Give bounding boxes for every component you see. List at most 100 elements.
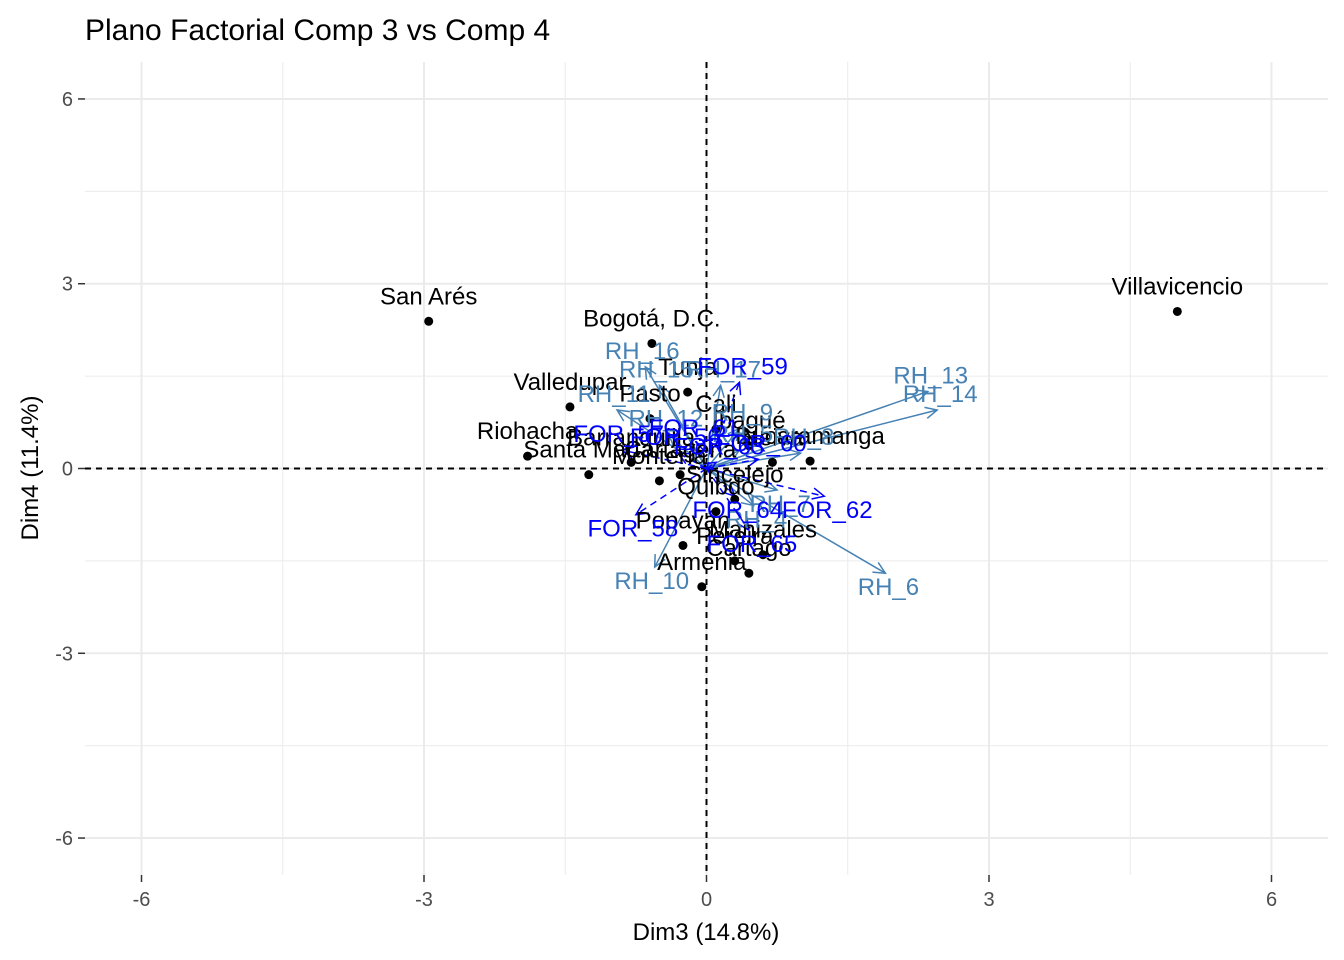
individual-point	[744, 441, 754, 451]
individual-point	[654, 476, 664, 486]
active-variable-arrowhead	[872, 561, 887, 575]
supplementary-variable-label: FOR_65	[707, 531, 798, 558]
y-tick-label: 0	[62, 459, 73, 481]
individual-label: Manizales	[709, 517, 817, 544]
active-variable-arrow	[706, 390, 929, 470]
supplementary-variable-arrowhead	[737, 517, 750, 532]
individual-point	[424, 316, 434, 326]
active-variable-arrowhead	[787, 448, 803, 462]
individual-point	[647, 338, 657, 348]
active-variable-label: RH_6	[858, 574, 919, 601]
supplementary-variable-label: FOR_62	[782, 497, 873, 524]
active-variable-arrowhead	[727, 427, 741, 442]
supplementary-variable-arrowhead	[676, 452, 692, 465]
individual-label: Cali	[695, 391, 736, 418]
supplementary-variable-arrow	[705, 468, 750, 531]
y-tick-label: -3	[55, 643, 73, 665]
individual-point	[675, 470, 685, 480]
individual-point	[645, 414, 655, 424]
individual-point	[683, 387, 693, 397]
active-variable-label: RH_10	[614, 568, 689, 595]
active-variable-arrowhead	[712, 383, 725, 399]
chart-labels: San Arés Villavicencio Bogotá, D.C. Tunja Va…	[380, 273, 1243, 601]
active-variable-label: RH_8	[773, 424, 834, 451]
active-variable-arrowhead	[667, 433, 682, 447]
individual-label: Neiva	[742, 424, 804, 451]
active-variable-arrowhead	[914, 389, 930, 402]
individual-label: Pasto	[619, 381, 680, 408]
variable-arrows	[615, 365, 939, 575]
individual-point	[730, 494, 740, 504]
supplementary-variable-label: FOR_58	[588, 516, 679, 543]
individual-label: Santa Marta	[523, 437, 654, 464]
y-axis-title: Dim4 (11.4%)	[17, 396, 44, 541]
individual-label: Bucaramanga	[735, 423, 885, 450]
chart-title: Plano Factorial Comp 3 vs Comp 4	[85, 14, 550, 47]
individual-point	[711, 424, 721, 434]
x-tick-label: 6	[1266, 889, 1277, 911]
active-variable-arrow	[668, 434, 708, 470]
active-variable-arrowhead	[658, 383, 671, 399]
active-variable-arrow	[705, 427, 741, 469]
supplementary-variable-arrow	[705, 382, 741, 469]
supplementary-variable-label: FOR_59	[697, 353, 788, 380]
x-tick-label: -3	[415, 889, 433, 911]
individual-point	[767, 457, 777, 467]
individual-label: Pereira	[696, 523, 774, 550]
y-tick-label: 3	[62, 274, 73, 296]
x-axis-title: Dim3 (14.8%)	[633, 919, 780, 946]
active-variable-label: RH_17	[686, 356, 761, 383]
active-variable-arrow	[706, 467, 886, 574]
individual-points	[424, 306, 1182, 592]
individual-point	[758, 550, 768, 560]
individual-label: Ibagué	[712, 408, 785, 435]
individual-point	[626, 457, 636, 467]
supplementary-variable-label: FOR_63	[674, 433, 765, 460]
individual-label: Popayán	[636, 507, 731, 534]
active-variable-arrowhead	[726, 449, 741, 462]
individual-label: Quibdó	[677, 474, 754, 501]
individual-label: Armenia	[657, 549, 747, 576]
x-tick-label: -6	[133, 889, 151, 911]
individual-point	[730, 556, 740, 566]
individual-label: San Arés	[380, 283, 477, 310]
y-tick-label: 6	[62, 89, 73, 111]
individual-point	[697, 582, 707, 592]
active-variable-arrow	[706, 467, 778, 491]
axis-ticks: -6 -3 0 3 6 -6 -3 0 3 6	[55, 89, 1277, 911]
supplementary-variable-arrow	[621, 449, 707, 470]
supplementary-variable-arrowhead	[729, 380, 742, 396]
individual-point	[1172, 306, 1182, 316]
individual-label: Cartagena	[624, 437, 737, 464]
individual-label: Montería	[612, 443, 707, 470]
individual-label: Sincelejo	[686, 461, 783, 488]
supplementary-variable-arrow	[677, 452, 707, 470]
active-variable-arrow	[706, 467, 755, 507]
active-variable-arrow	[654, 468, 708, 568]
individual-label: Villavicencio	[1112, 273, 1244, 300]
active-variable-label: RH_16	[605, 338, 680, 365]
supplementary-variable-arrowhead	[634, 503, 649, 516]
active-variable-label: RH_7	[749, 491, 810, 518]
active-variable-arrowhead	[924, 406, 939, 419]
supplementary-variable-label: FOR_61	[649, 415, 740, 442]
individual-point	[744, 568, 754, 578]
individual-point	[805, 456, 815, 466]
x-tick-label: 0	[701, 889, 712, 911]
active-variable-arrow	[658, 384, 708, 469]
active-variable-arrow	[616, 409, 707, 470]
supplementary-variable-arrowhead	[620, 446, 635, 459]
individual-point	[584, 470, 594, 480]
y-tick-label: -6	[55, 828, 73, 850]
individual-label: Valledupar	[513, 369, 626, 396]
active-variable-label: RH_4	[726, 506, 787, 533]
supplementary-variable-arrow	[635, 467, 707, 516]
active-variable-arrowhead	[644, 365, 657, 380]
supplementary-variable-label: FOR_57	[573, 421, 664, 448]
individual-label: Tunja	[658, 354, 718, 381]
individual-point	[565, 402, 575, 412]
individual-point	[523, 451, 533, 461]
supplementary-variable-arrow	[706, 458, 759, 470]
supplementary-variable-arrowhead	[811, 487, 826, 500]
